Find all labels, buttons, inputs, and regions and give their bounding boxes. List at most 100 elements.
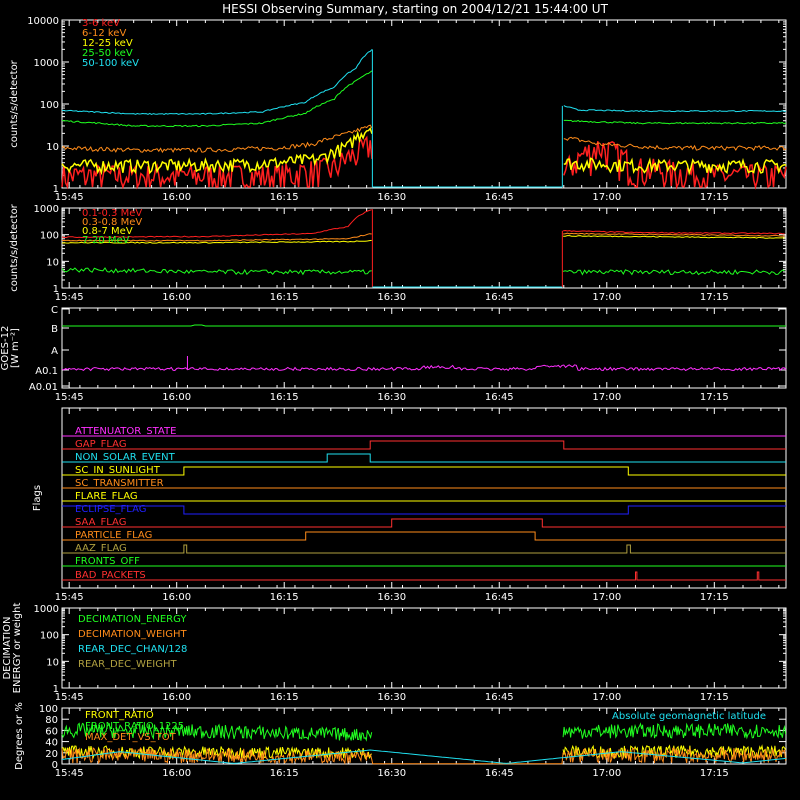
- panel-p4: 15:45 16:00 16:15 16:30 16:45 17:00 17:15 Flags…: [32, 407, 787, 603]
- y-tick-label: 10: [46, 257, 59, 268]
- flag-line-3: [62, 466, 786, 476]
- legend-entry: FRONT_RATIO_1225: [85, 721, 184, 732]
- x-tick-label: 17:15: [700, 692, 729, 703]
- flag-line-6: [62, 505, 786, 515]
- x-tick-label: 15:45: [55, 768, 84, 779]
- panel-p6: 15:45 16:00 16:15 16:30 16:45 17:00 17:15 02040…: [14, 702, 787, 779]
- y-tick-label: 0: [52, 760, 58, 771]
- x-tick-label: 17:15: [700, 592, 729, 603]
- series-line-3: [61, 267, 785, 276]
- x-tick-label: 15:45: [55, 592, 84, 603]
- legend-entry: DECIMATION_WEIGHT: [78, 629, 187, 640]
- x-tick-label: 15:45: [55, 192, 84, 203]
- y-axis-label: ENERGY or weight: [12, 603, 23, 694]
- legend-entry: MAX_DET_VS_TOT: [85, 732, 177, 743]
- y-tick-label: A0.1: [35, 366, 58, 377]
- x-tick-label: 17:15: [700, 768, 729, 779]
- series-line-1: [61, 124, 787, 154]
- flag-label: PARTICLE_FLAG: [75, 530, 152, 541]
- y-tick-label: 20: [45, 749, 58, 760]
- y-tick-label: 10: [46, 657, 59, 668]
- y-tick-label: B: [51, 324, 58, 335]
- y-tick-label: 1000: [34, 58, 59, 69]
- y-axis-label: counts/s/detector: [9, 203, 20, 291]
- x-tick-label: 16:30: [377, 192, 406, 203]
- flag-line-7: [62, 518, 786, 528]
- series-line-0: [61, 209, 785, 239]
- flag-line-2: [62, 453, 786, 463]
- x-tick-label: 17:15: [700, 292, 729, 303]
- x-tick-label: 16:30: [377, 592, 406, 603]
- flag-label: ATTENUATOR_STATE: [75, 426, 176, 437]
- legend-entry: 0.3-0.8 MeV: [82, 217, 142, 228]
- flag-label: FRONTS_OFF: [75, 556, 140, 567]
- y-tick-label: 10: [46, 142, 59, 153]
- y-tick-label: A: [51, 346, 58, 357]
- x-tick-label: 15:45: [55, 392, 84, 403]
- x-tick-label: 16:30: [377, 692, 406, 703]
- x-tick-label: 16:15: [270, 292, 299, 303]
- panels: 15:45 16:00 16:15 16:30 16:45 17:00 17:1511010…: [0, 16, 787, 779]
- panel-frame: [61, 607, 787, 689]
- legend-entry: 0.8-7 MeV: [82, 226, 133, 237]
- x-tick-label: 17:00: [592, 192, 621, 203]
- legend-entry: 25-50 keV: [82, 48, 133, 59]
- series-line-2: [61, 235, 785, 244]
- y-tick-label: 1: [53, 684, 59, 695]
- x-tick-label: 17:00: [592, 768, 621, 779]
- x-tick-label: 17:00: [592, 292, 621, 303]
- y-tick-label: 100: [40, 631, 59, 642]
- flag-label: ECLIPSE_FLAG: [75, 504, 146, 515]
- y-axis-label: Degrees or %: [14, 702, 25, 770]
- series-line-4: [61, 49, 787, 115]
- legend-entry: 6-12 keV: [82, 28, 126, 39]
- panel-p5: 15:45 16:00 16:15 16:30 16:45 17:00 17:15 1 10 10…: [2, 603, 787, 703]
- flag-label: GAP_FLAG: [75, 439, 127, 450]
- series-line-1: [61, 232, 785, 242]
- y-axis-label: GOES-12: [0, 326, 11, 371]
- y-tick-label: 40: [45, 738, 58, 749]
- series-line-3: [61, 749, 787, 764]
- y-axis-label: counts/s/detector: [9, 59, 20, 147]
- flag-label: NON_SOLAR_EVENT: [75, 452, 176, 463]
- flag-label: SC_IN_SUNLIGHT: [75, 465, 161, 476]
- legend-entry: 3-6 keV: [82, 18, 120, 29]
- x-tick-label: 16:00: [162, 392, 191, 403]
- x-tick-label: 16:45: [485, 768, 514, 779]
- flag-label: SAA_FLAG: [75, 517, 126, 528]
- x-tick-label: 16:45: [485, 192, 514, 203]
- panel-frame: [61, 407, 787, 589]
- legend-entry: REAR_DEC_WEIGHT: [78, 659, 177, 670]
- legend-entry: REAR_DEC_CHAN/128: [78, 644, 187, 655]
- series-line-1: [61, 722, 787, 742]
- legend-entry: 50-100 keV: [82, 58, 139, 69]
- chart-title: HESSI Observing Summary, starting on 200…: [222, 2, 608, 16]
- goes-long-line: [62, 324, 786, 327]
- x-tick-label: 16:00: [162, 292, 191, 303]
- panel-p1: 15:45 16:00 16:15 16:30 16:45 17:00 17:15 1 10 10…: [9, 16, 787, 203]
- flag-line-1: [62, 440, 786, 450]
- series-line-2: [61, 127, 787, 176]
- y-tick-label: 1: [53, 184, 59, 195]
- x-tick-label: 16:15: [270, 768, 299, 779]
- x-tick-label: 16:45: [485, 292, 514, 303]
- x-tick-label: 16:45: [485, 592, 514, 603]
- x-tick-label: 15:45: [55, 692, 84, 703]
- panel-frame: [61, 307, 787, 389]
- panel-frame: [61, 207, 787, 289]
- y-tick-label: 1000: [34, 204, 59, 215]
- x-tick-label: 16:00: [162, 768, 191, 779]
- y-tick-label: 100: [40, 100, 59, 111]
- y-tick-label: 60: [45, 726, 58, 737]
- y-axis-label: DECIMATION: [2, 616, 13, 679]
- y-axis-label: Flags: [32, 485, 43, 511]
- flag-line-11: [62, 571, 786, 581]
- series-line-3: [62, 70, 787, 128]
- flag-line-8: [62, 531, 786, 541]
- x-tick-label: 15:45: [55, 292, 84, 303]
- panel-p2: 15:45 16:00 16:15 16:30 16:45 17:00 17:15 1 10 10…: [9, 203, 787, 303]
- legend-entry: 7-20 MeV: [82, 235, 130, 246]
- x-tick-label: 16:00: [162, 692, 191, 703]
- x-tick-label: 16:00: [162, 592, 191, 603]
